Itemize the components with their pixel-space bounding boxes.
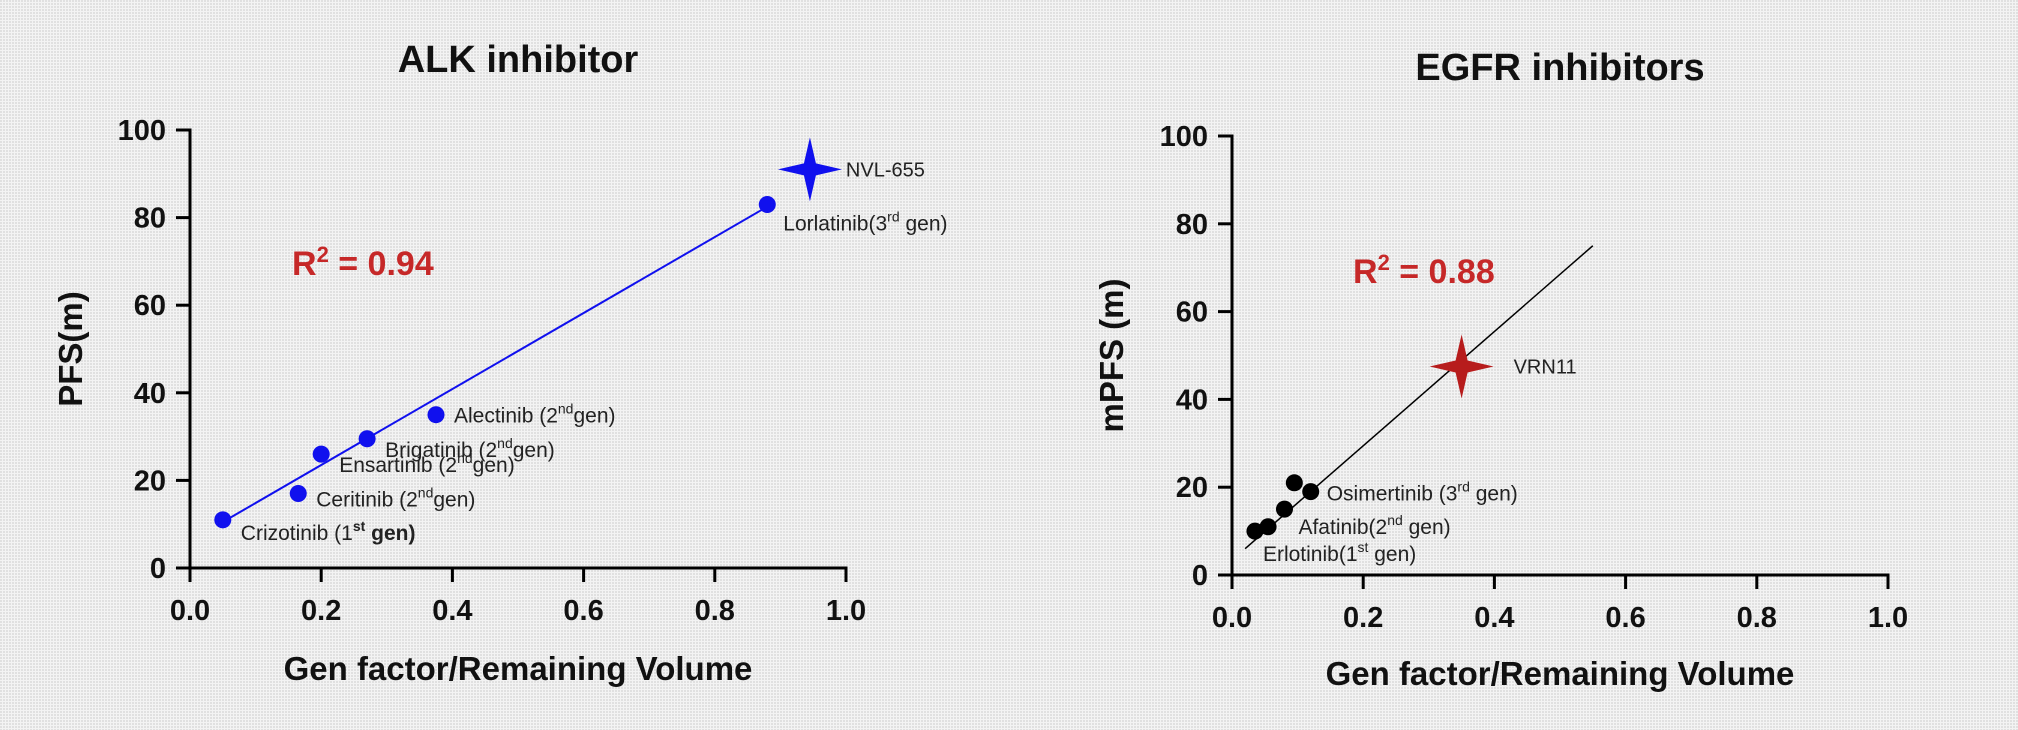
point-label: Lorlatinib(3rd gen) [783,208,947,235]
point-label-suffix: gen) [433,489,475,512]
y-tick-label: 40 [134,378,166,410]
data-point [427,406,445,424]
point-label: Osimertinib (3rd gen) [1327,479,1518,506]
point-label-superscript: st [1358,539,1369,555]
highlight-label: VRN11 [1514,356,1577,378]
chart-title: EGFR inhibitors [1415,47,1704,89]
point-label-name: Osimertinib (3 [1327,483,1458,506]
r-squared-value: = 0.94 [329,245,434,283]
data-point [1275,500,1293,518]
point-label-suffix: gen) [365,522,415,545]
point-label-superscript: st [353,518,366,534]
point-label-name: Ceritinib (2 [316,489,418,512]
point-label-suffix: gen) [1403,516,1451,539]
x-tick-label: 0.4 [1474,602,1514,634]
y-axis-label: mPFS (m) [1093,278,1130,432]
data-point [1285,474,1303,492]
point-label-suffix: gen) [1368,543,1416,566]
point-label-superscript: nd [497,435,513,451]
data-point [312,445,330,463]
point-label: Ceritinib (2ndgen) [316,485,475,512]
y-tick-label: 100 [1160,121,1208,153]
x-tick-label: 0.0 [1212,602,1252,634]
x-tick-label: 0.4 [432,595,472,627]
y-tick-label: 100 [118,115,166,147]
r-squared-label: R2 = 0.94 [292,242,434,283]
y-tick-label: 0 [150,553,166,585]
highlight-star-marker [1429,334,1494,399]
point-label-superscript: rd [1457,479,1469,495]
point-label-name: Crizotinib (1 [241,522,353,545]
point-label-name: Ensartinib (2 [339,454,457,477]
y-tick-label: 0 [1192,560,1208,592]
data-point [758,195,776,213]
regression-line [1244,245,1594,550]
r-squared-label: R2 = 0.88 [1353,250,1495,291]
point-label-suffix: gen) [1470,483,1518,506]
egfr-inhibitors-chart: EGFR inhibitors 0.0 0.2 0.4 0.6 0.8 1.0 0 20 40 60… [1093,47,1908,692]
y-tick-label: 80 [134,203,166,235]
point-label-superscript: nd [1387,512,1403,528]
x-tick-label: 0.0 [170,595,210,627]
point-label-superscript: nd [558,401,574,417]
r-squared-letter: R [292,245,317,283]
y-axis-label: PFS(m) [52,291,89,407]
y-tick-label: 60 [134,290,166,322]
highlight-label: NVL-655 [846,159,925,181]
regression-line [222,205,768,523]
point-label-superscript: rd [887,208,899,224]
point-label: Crizotinib (1st gen) [241,518,416,545]
point-label: Afatinib(2nd gen) [1298,512,1450,539]
data-point [1302,483,1320,501]
point-label: Erlotinib(1st gen) [1263,539,1416,566]
point-label-name: Afatinib(2 [1298,516,1387,539]
data-point [289,485,307,503]
x-tick-label: 1.0 [826,595,866,627]
point-label-name: Alectinib (2 [454,405,558,428]
r-squared-superscript: 2 [317,242,329,267]
highlight-star-marker [777,137,842,202]
chart-title: ALK inhibitor [398,39,639,81]
point-label-superscript: nd [457,450,473,466]
data-point [1246,522,1264,540]
data-point [1259,518,1277,536]
x-axis-label: Gen factor/Remaining Volume [284,650,753,687]
point-label-suffix: gen) [513,439,555,462]
point-label: Ensartinib (2ndgen) [339,450,515,477]
x-tick-label: 0.6 [563,595,603,627]
x-tick-label: 0.8 [695,595,735,627]
y-tick-label: 60 [1176,297,1208,329]
point-label-suffix: gen) [473,454,515,477]
r-squared-value: = 0.88 [1390,253,1495,291]
y-tick-label: 20 [1176,472,1208,504]
x-tick-label: 0.6 [1605,602,1645,634]
y-tick-label: 80 [1176,209,1208,241]
x-tick-label: 0.8 [1737,602,1777,634]
point-label-name: Erlotinib(1 [1263,543,1358,566]
y-tick-label: 20 [134,465,166,497]
point-label: Alectinib (2ndgen) [454,401,616,428]
point-label-name: Lorlatinib(3 [783,212,887,235]
point-label-name: Brigatinib (2 [385,439,497,462]
point-label-suffix: gen) [573,405,615,428]
point-label-superscript: nd [418,485,434,501]
y-tick-label: 40 [1176,384,1208,416]
data-point [358,430,376,448]
x-axis-label: Gen factor/Remaining Volume [1326,655,1795,692]
r-squared-superscript: 2 [1378,250,1390,275]
r-squared-letter: R [1353,253,1378,291]
point-label-suffix: gen) [900,212,948,235]
data-point [214,511,232,529]
point-label: Brigatinib (2ndgen) [385,435,555,462]
alk-inhibitor-chart: ALK inhibitor 0.0 0.2 0.4 0.6 0.8 1.0 0 20 40 60 80… [52,39,948,687]
x-tick-label: 0.2 [1343,602,1383,634]
x-tick-label: 1.0 [1868,602,1908,634]
x-tick-label: 0.2 [301,595,341,627]
